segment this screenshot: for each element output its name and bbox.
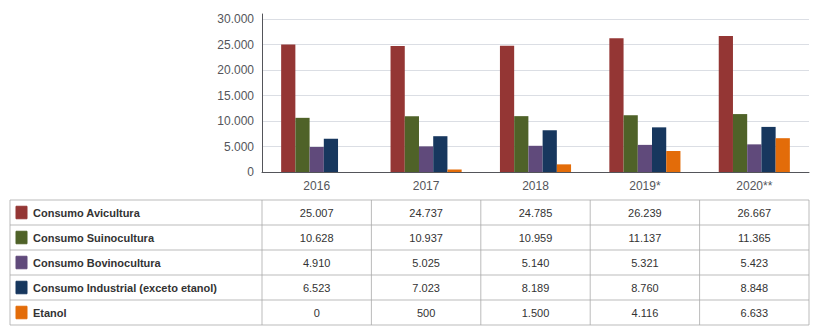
svg-text:11.365: 11.365 <box>738 232 771 244</box>
svg-text:10.937: 10.937 <box>409 232 443 244</box>
svg-text:5.321: 5.321 <box>631 257 659 269</box>
svg-text:Consumo Avicultura: Consumo Avicultura <box>33 207 141 219</box>
svg-text:8.760: 8.760 <box>631 282 659 294</box>
svg-text:500: 500 <box>417 307 435 319</box>
svg-text:6.523: 6.523 <box>303 282 331 294</box>
svg-text:7.023: 7.023 <box>412 282 440 294</box>
svg-text:10.959: 10.959 <box>519 232 553 244</box>
svg-text:2017: 2017 <box>413 179 440 193</box>
svg-text:2019*: 2019* <box>629 179 661 193</box>
svg-text:5.000: 5.000 <box>224 140 254 154</box>
svg-text:4.116: 4.116 <box>632 307 659 319</box>
svg-text:4.910: 4.910 <box>303 257 331 269</box>
svg-text:Consumo Industrial (exceto eta: Consumo Industrial (exceto etanol) <box>33 282 217 294</box>
svg-text:Consumo Bovinocultura: Consumo Bovinocultura <box>33 257 162 269</box>
svg-text:24.737: 24.737 <box>409 207 443 219</box>
svg-text:10.628: 10.628 <box>300 232 334 244</box>
svg-text:20.000: 20.000 <box>217 63 254 77</box>
svg-text:6.633: 6.633 <box>741 307 769 319</box>
svg-text:Consumo Suinocultura: Consumo Suinocultura <box>33 232 155 244</box>
svg-text:1.500: 1.500 <box>522 307 550 319</box>
svg-text:11.137: 11.137 <box>628 232 661 244</box>
svg-text:2018: 2018 <box>522 179 549 193</box>
svg-text:5.025: 5.025 <box>412 257 440 269</box>
svg-text:5.140: 5.140 <box>522 257 550 269</box>
svg-text:5.423: 5.423 <box>741 257 769 269</box>
svg-text:2020**: 2020** <box>736 179 772 193</box>
svg-text:24.785: 24.785 <box>519 207 553 219</box>
svg-text:Etanol: Etanol <box>33 307 67 319</box>
svg-text:0: 0 <box>247 165 254 179</box>
svg-text:26.667: 26.667 <box>737 207 771 219</box>
svg-text:26.239: 26.239 <box>628 207 662 219</box>
svg-text:15.000: 15.000 <box>217 89 254 103</box>
svg-text:30.000: 30.000 <box>217 12 254 26</box>
svg-text:2016: 2016 <box>303 179 330 193</box>
svg-text:8.848: 8.848 <box>741 282 769 294</box>
svg-text:25.007: 25.007 <box>300 207 334 219</box>
svg-text:0: 0 <box>314 307 320 319</box>
svg-text:10.000: 10.000 <box>217 114 254 128</box>
svg-text:8.189: 8.189 <box>522 282 550 294</box>
svg-text:25.000: 25.000 <box>217 38 254 52</box>
